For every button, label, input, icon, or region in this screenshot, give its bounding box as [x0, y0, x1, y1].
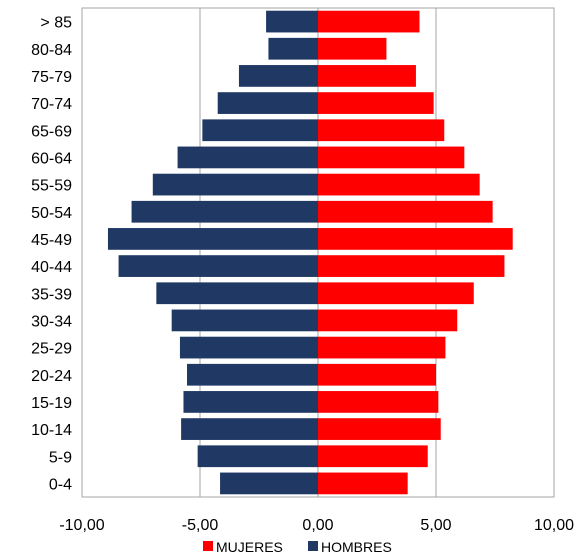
- category-label-8: 40-44: [31, 259, 72, 276]
- bar-hombres-9: [107, 228, 319, 250]
- legend-label-hombres: HOMBRES: [321, 539, 392, 555]
- bar-mujeres-6: [318, 309, 458, 332]
- bar-mujeres-11: [318, 173, 480, 196]
- category-label-16: 80-84: [31, 42, 72, 59]
- category-label-7: 35-39: [31, 286, 72, 303]
- legend-swatch-mujeres: [203, 541, 213, 551]
- bar-hombres-1: [197, 445, 318, 468]
- bar-mujeres-16: [318, 37, 387, 60]
- category-label-15: 75-79: [31, 69, 72, 86]
- bar-hombres-6: [171, 309, 318, 332]
- bar-hombres-14: [217, 92, 318, 114]
- bar-mujeres-0: [318, 472, 408, 495]
- bar-hombres-0: [220, 472, 318, 495]
- x-tick-label-1: -5,00: [182, 517, 219, 534]
- grid-lines: [81, 8, 555, 497]
- x-tick-label-2: 0,00: [302, 517, 333, 534]
- category-label-2: 10-14: [31, 422, 72, 439]
- category-label-5: 25-29: [31, 341, 72, 358]
- bar-mujeres-1: [318, 445, 428, 468]
- category-label-10: 50-54: [31, 205, 72, 222]
- x-tick-label-4: 10,00: [534, 517, 574, 534]
- category-label-4: 20-24: [31, 368, 72, 385]
- category-label-1: 5-9: [49, 449, 72, 466]
- bar-mujeres-14: [318, 92, 434, 114]
- value-axis: -10,00 -5,00 0,00 5,00 10,00: [59, 517, 574, 534]
- category-axis: 0-4 5-9 10-14 15-19 20-24 25-29 30-34 35-39 40-4…: [31, 15, 72, 494]
- bar-mujeres-5: [318, 336, 446, 359]
- category-label-3: 15-19: [31, 395, 72, 412]
- bar-mujeres-13: [318, 119, 445, 142]
- x-tick-label-3: 5,00: [420, 517, 451, 534]
- bar-hombres-3: [183, 391, 318, 413]
- bar-hombres-8: [118, 255, 318, 277]
- legend: MUJERES HOMBRES: [203, 539, 392, 555]
- bar-mujeres-12: [318, 146, 465, 169]
- category-label-9: 45-49: [31, 232, 72, 249]
- bar-hombres-13: [202, 119, 318, 142]
- bar-hombres-4: [187, 363, 318, 386]
- bar-hombres-5: [179, 336, 318, 359]
- bar-mujeres-7: [318, 282, 474, 305]
- bar-hombres-15: [238, 65, 318, 87]
- bar-mujeres-15: [318, 65, 416, 87]
- bar-mujeres-3: [318, 391, 439, 413]
- category-label-14: 70-74: [31, 96, 72, 113]
- category-label-11: 55-59: [31, 178, 72, 195]
- bar-hombres-12: [177, 146, 318, 169]
- bar-mujeres-17: [318, 10, 420, 33]
- category-label-6: 30-34: [31, 313, 72, 330]
- legend-label-mujeres: MUJERES: [216, 539, 283, 555]
- x-tick-label-0: -10,00: [59, 517, 104, 534]
- bar-mujeres-2: [318, 418, 441, 440]
- bar-mujeres-8: [318, 255, 505, 277]
- bar-hombres-17: [266, 10, 318, 33]
- bar-mujeres-10: [318, 200, 493, 223]
- category-label-12: 60-64: [31, 150, 72, 167]
- category-label-17: > 85: [40, 15, 72, 32]
- category-label-0: 0-4: [49, 476, 72, 493]
- bar-hombres-2: [181, 418, 318, 440]
- bar-hombres-16: [268, 37, 318, 60]
- category-label-13: 65-69: [31, 123, 72, 140]
- bar-mujeres-9: [318, 228, 513, 250]
- bar-mujeres-4: [318, 363, 436, 386]
- bar-hombres-11: [152, 173, 318, 196]
- bars: [107, 10, 513, 495]
- bar-hombres-10: [131, 200, 318, 223]
- bar-hombres-7: [156, 282, 318, 305]
- legend-swatch-hombres: [308, 541, 318, 551]
